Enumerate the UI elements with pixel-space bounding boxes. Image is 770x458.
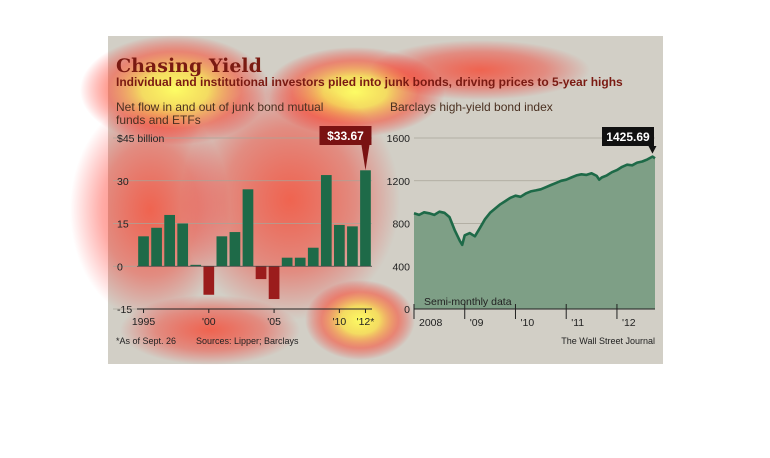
right-y-tick-label: 1200 bbox=[387, 176, 411, 188]
left-x-tick-label: '12* bbox=[357, 316, 375, 328]
left-bar bbox=[203, 266, 215, 295]
left-bar bbox=[347, 226, 358, 267]
left-bar bbox=[320, 175, 332, 267]
left-y-tick-label: 15 bbox=[117, 219, 129, 231]
left-bar bbox=[334, 224, 345, 267]
left-bar bbox=[164, 214, 175, 267]
left-x-tick-label: '00 bbox=[202, 316, 216, 328]
footnote-sources: Sources: Lipper; Barclays bbox=[196, 336, 299, 346]
left-bar bbox=[281, 257, 293, 267]
left-x-tick-label: '05 bbox=[267, 316, 281, 328]
footnote-as-of: *As of Sept. 26 bbox=[116, 336, 176, 346]
chart-title: Chasing Yield bbox=[116, 55, 262, 77]
left-bar bbox=[307, 247, 319, 267]
footnote-credit: The Wall Street Journal bbox=[561, 336, 655, 346]
left-bar bbox=[255, 266, 267, 280]
left-bar bbox=[268, 266, 280, 300]
left-y-tick-label: -15 bbox=[117, 304, 132, 316]
right-x-tick-label: '11 bbox=[571, 317, 584, 329]
left-bar bbox=[138, 236, 149, 267]
left-bar-chart: Net flow in and out of junk bond mutual … bbox=[113, 100, 374, 328]
left-bar bbox=[294, 257, 306, 267]
right-callout-label: 1425.69 bbox=[606, 130, 650, 144]
chart-subtitle: Individual and institutional investors p… bbox=[116, 75, 623, 89]
right-y-tick-label: 0 bbox=[404, 304, 410, 316]
right-x-tick-label: '09 bbox=[470, 317, 484, 329]
right-chart-title: Barclays high-yield bond index bbox=[390, 100, 553, 114]
right-annotation: Semi-monthly data bbox=[424, 296, 512, 308]
right-y-tick-label: 800 bbox=[392, 219, 410, 231]
left-x-tick-label: 1995 bbox=[132, 316, 156, 328]
left-callout-label: $33.67 bbox=[327, 129, 364, 143]
right-area-chart: Barclays high-yield bond index 0 400 800 12… bbox=[387, 100, 657, 329]
left-bar bbox=[177, 223, 189, 267]
left-bar bbox=[242, 189, 254, 267]
left-chart-title-line-1: Net flow in and out of junk bond mutual bbox=[116, 100, 323, 114]
left-bar bbox=[190, 264, 202, 267]
left-callout-box bbox=[319, 126, 372, 145]
left-callout-pointer bbox=[361, 145, 370, 171]
left-y-tick-label: 0 bbox=[117, 261, 123, 273]
right-x-tick-label: 2008 bbox=[419, 317, 443, 329]
right-x-tick-label: '12 bbox=[622, 317, 636, 329]
right-area-fill bbox=[414, 156, 655, 309]
right-callout-pointer bbox=[648, 146, 657, 154]
left-bar bbox=[151, 227, 162, 267]
right-y-tick-label: 1600 bbox=[387, 133, 411, 145]
right-series-line bbox=[413, 155, 656, 247]
left-y-tick-label: 30 bbox=[117, 176, 129, 188]
left-bar bbox=[360, 170, 371, 267]
right-x-tick-label: '10 bbox=[520, 317, 534, 329]
left-y-tick-label: $45 billion bbox=[117, 133, 164, 145]
left-bar bbox=[229, 232, 241, 267]
left-x-tick-label: '10 bbox=[333, 316, 347, 328]
right-y-tick-label: 400 bbox=[392, 261, 410, 273]
left-bar bbox=[216, 236, 228, 267]
left-chart-title-line-2: funds and ETFs bbox=[116, 113, 201, 127]
right-callout-box bbox=[602, 127, 654, 146]
